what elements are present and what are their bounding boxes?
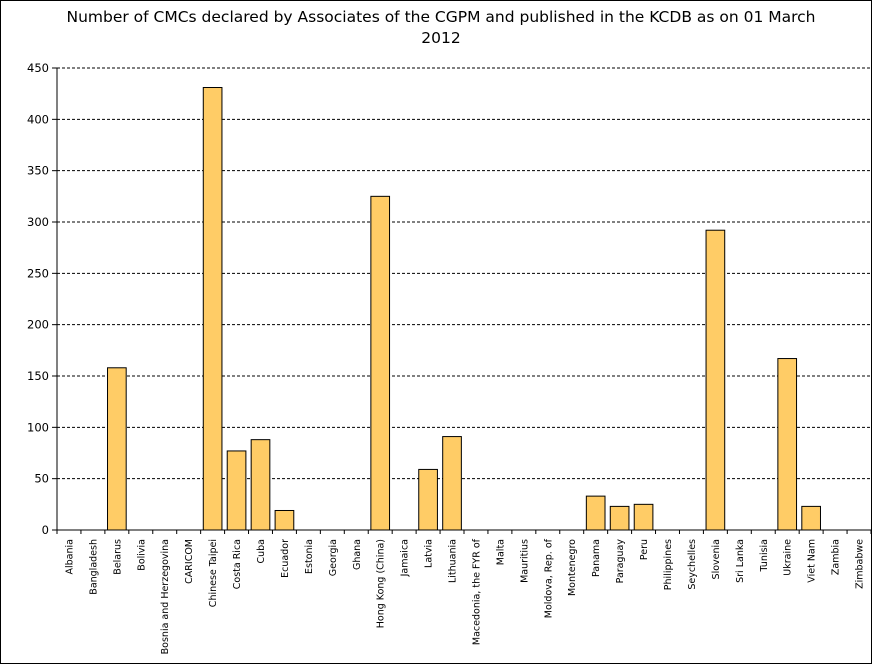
bars xyxy=(107,87,821,531)
bar-peru xyxy=(633,503,654,531)
bar-lithuania xyxy=(442,436,462,531)
category-label: Zambia xyxy=(831,539,842,575)
gridlines xyxy=(57,67,871,480)
y-tick-label: 100 xyxy=(27,420,49,434)
category-label: Montenegro xyxy=(567,539,578,596)
category-label: Ghana xyxy=(352,539,363,570)
category-label: Viet Nam xyxy=(807,539,818,583)
bar-ukraine xyxy=(777,358,798,531)
y-tick-label: 0 xyxy=(42,523,49,537)
bar-viet-nam xyxy=(801,505,821,531)
category-label: Ukraine xyxy=(783,539,794,576)
category-label: Malta xyxy=(495,539,506,565)
category-label: Moldova, Rep. of xyxy=(543,538,554,618)
category-label: Lithuania xyxy=(448,539,459,583)
category-label: CARICOM xyxy=(184,539,195,584)
category-label: Bosnia and Herzegovina xyxy=(160,539,171,654)
category-labels: Albania Bangladesh Belarus Bolivia Bosnia an… xyxy=(64,538,865,654)
y-tick-label: 450 xyxy=(27,61,49,75)
category-label: Sri Lanka xyxy=(735,539,746,583)
category-label: Mauritius xyxy=(519,539,530,583)
y-tick-label: 300 xyxy=(27,215,49,229)
y-tick-label: 350 xyxy=(27,164,49,178)
y-tick-label: 50 xyxy=(34,472,49,486)
bar-paraguay xyxy=(609,505,630,531)
category-label: Seychelles xyxy=(687,539,698,590)
category-label: Ecuador xyxy=(280,539,291,578)
bar-ecuador xyxy=(274,509,295,531)
category-label: Zimbabwe xyxy=(855,539,866,589)
category-label: Panama xyxy=(591,539,602,577)
category-label: Costa Rica xyxy=(232,539,243,589)
category-label: Chinese Taipei xyxy=(208,539,219,607)
y-tick-label: 150 xyxy=(27,369,49,383)
bar-panama xyxy=(585,495,606,531)
category-label: Paraguay xyxy=(615,539,626,584)
y-tick-labels: 0 50 100 150 200 250 300 350 400 450 xyxy=(27,61,49,537)
category-label: Belarus xyxy=(112,539,123,575)
category-label: Slovenia xyxy=(711,539,722,579)
category-label: Macedonia, the FYR of xyxy=(471,538,482,645)
bar-cuba xyxy=(250,439,271,531)
category-label: Bolivia xyxy=(136,539,147,571)
category-label: Philippines xyxy=(663,539,674,590)
category-label: Hong Kong (China) xyxy=(376,539,387,628)
chart-title: Number of CMCs declared by Associates of… xyxy=(66,8,816,47)
category-label: Latvia xyxy=(424,539,435,568)
bar-hong-kong-china- xyxy=(370,195,391,531)
bar-slovenia xyxy=(705,229,726,531)
category-label: Jamaica xyxy=(400,539,411,577)
category-label: Estonia xyxy=(304,539,315,574)
bar-chinese-taipei xyxy=(202,87,223,531)
y-tick-label: 400 xyxy=(27,112,49,126)
category-label: Tunisia xyxy=(759,539,770,572)
y-tick-label: 200 xyxy=(27,318,49,332)
category-label: Cuba xyxy=(256,539,267,564)
bar-costa-rica xyxy=(226,450,247,531)
bar-latvia xyxy=(418,468,438,531)
category-label: Albania xyxy=(64,539,75,574)
axes xyxy=(52,67,872,534)
category-label: Georgia xyxy=(328,539,339,576)
y-tick-label: 250 xyxy=(27,266,49,280)
category-label: Peru xyxy=(639,539,650,560)
category-label: Bangladesh xyxy=(88,539,99,595)
bar-belarus xyxy=(107,367,127,531)
